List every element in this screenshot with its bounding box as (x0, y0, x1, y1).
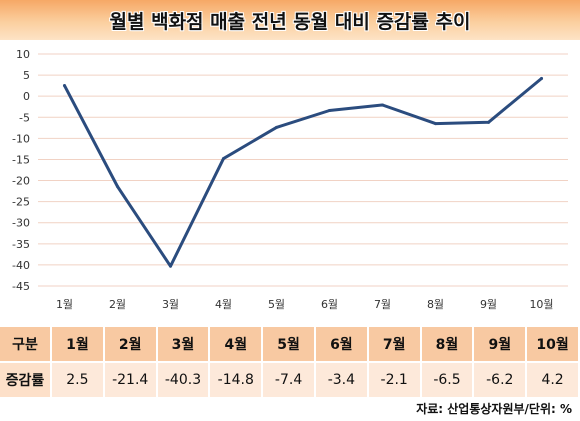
table-value-cell: -7.4 (262, 362, 316, 399)
table-header-cell: 3월 (156, 327, 211, 363)
table-header-cell: 6월 (314, 327, 369, 363)
data-point (222, 157, 225, 161)
data-point (381, 103, 384, 107)
chart-area: 10 5 0 -5 -10 -15 -20 -25 -30 -35 -40 -45 1월 2월 3월 4월 5월… (0, 40, 580, 322)
y-tick-label: -5 (19, 111, 30, 124)
x-tick-label: 7월 (374, 298, 391, 311)
data-point (169, 264, 172, 268)
y-tick-label: -10 (12, 132, 30, 145)
data-point (63, 84, 66, 88)
chart-title: 월별 백화점 매출 전년 동월 대비 증감률 추이 (109, 10, 471, 33)
y-tick-label: 0 (23, 90, 30, 103)
table-value-cell: -40.3 (156, 362, 211, 399)
x-tick-label: 2월 (109, 298, 126, 311)
x-tick-label: 10월 (529, 298, 553, 311)
table-value-cell: -2.1 (367, 362, 422, 399)
x-tick-label: 5월 (268, 298, 285, 311)
y-tick-label: 10 (16, 48, 30, 61)
y-tick-label: -40 (12, 259, 30, 272)
y-tick-label: -35 (12, 238, 30, 251)
data-point (275, 125, 278, 129)
table-value-cell: -14.8 (209, 362, 264, 399)
table-value-cell: -3.4 (314, 362, 369, 399)
table-header-cell: 8월 (420, 327, 475, 363)
line-chart: 10 5 0 -5 -10 -15 -20 -25 -30 -35 -40 -45 1월 2월 3월 4월 5월… (12, 48, 568, 311)
series-line (63, 77, 543, 268)
table-header-cell: 10월 (526, 327, 580, 363)
y-tick-label: -15 (12, 153, 30, 166)
x-tick-label: 9월 (480, 298, 497, 311)
title-banner: 월별 백화점 매출 전년 동월 대비 증감률 추이 (0, 0, 580, 40)
y-tick-label: -30 (12, 217, 30, 230)
table-header-cell: 9월 (473, 327, 528, 363)
data-point (540, 76, 543, 80)
source-note: 자료: 산업통상자원부/단위: % (416, 402, 572, 416)
table-row-label: 증감률 (0, 362, 52, 399)
x-tick-label: 8월 (427, 298, 444, 311)
y-tick-label: 5 (23, 69, 30, 82)
x-tick-label: 4월 (215, 298, 232, 311)
y-tick-label: -20 (12, 175, 30, 188)
x-tick-label: 3월 (162, 298, 179, 311)
table-value-cell: 2.5 (51, 362, 105, 399)
table-value-cell: 4.2 (526, 362, 580, 399)
data-point (116, 184, 119, 188)
x-tick-label: 1월 (56, 298, 73, 311)
table-value-cell: -21.4 (103, 362, 158, 399)
table-header-cell: 1월 (51, 327, 105, 363)
table-value-row: 증감률 2.5 -21.4 -40.3 -14.8 -7.4 -3.4 -2.1 -6.5 -6… (0, 362, 580, 399)
y-tick-label: -45 (12, 280, 30, 293)
table-value-cell: -6.5 (420, 362, 475, 399)
x-tick-label: 6월 (321, 298, 338, 311)
y-tick-label: -25 (12, 196, 30, 209)
table-header-cell: 7월 (367, 327, 422, 363)
table-header-cell: 4월 (209, 327, 264, 363)
data-point (328, 109, 331, 113)
table-value-cell: -6.2 (473, 362, 528, 399)
data-table: 구분 1월 2월 3월 4월 5월 6월 7월 8월 9월 10월 증감률 2.5 -21.4 -40… (0, 327, 580, 399)
table-header-row: 구분 1월 2월 3월 4월 5월 6월 7월 8월 9월 10월 (0, 327, 580, 363)
data-point (434, 122, 437, 126)
table-header-label: 구분 (0, 327, 52, 363)
data-point (487, 120, 490, 124)
table-header-cell: 2월 (103, 327, 158, 363)
table-header-cell: 5월 (262, 327, 316, 363)
